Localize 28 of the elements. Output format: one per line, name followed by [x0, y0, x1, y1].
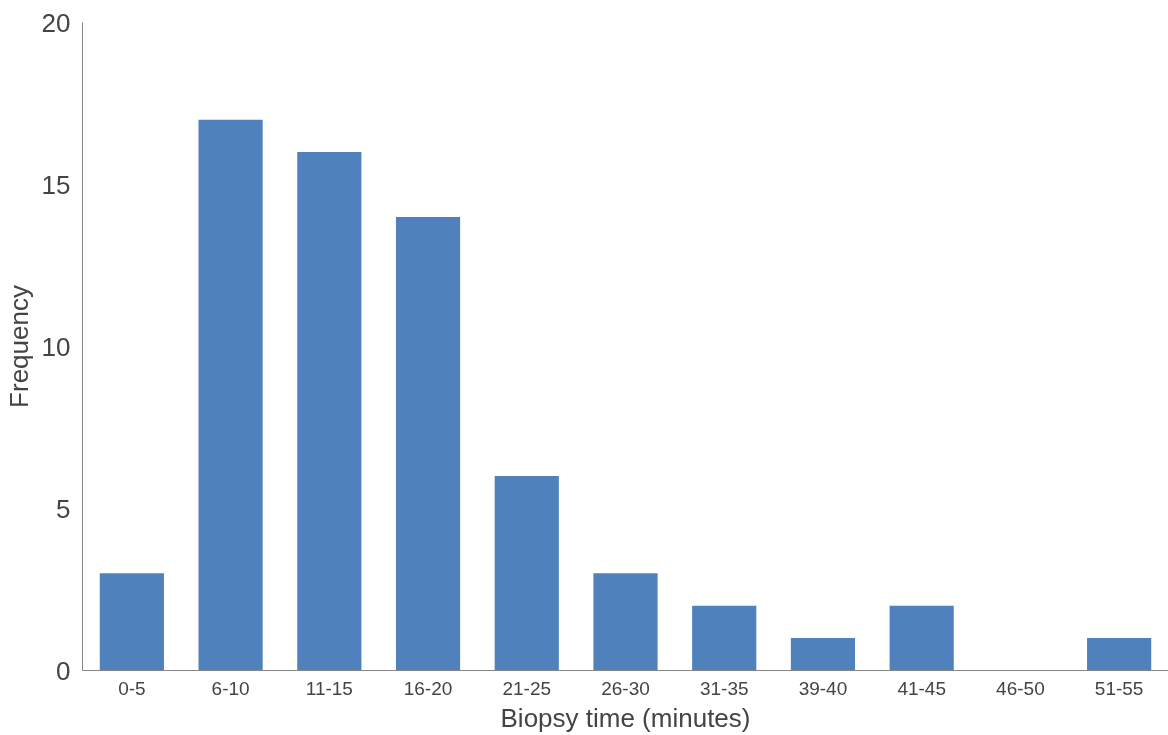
x-tick-label: 6-10: [211, 677, 250, 699]
x-tick-label: 51-55: [1094, 677, 1144, 699]
x-tick-label: 0-5: [118, 677, 146, 699]
y-tick-label: 0: [56, 655, 71, 686]
x-axis-title: Biopsy time (minutes): [500, 702, 751, 733]
bar: [889, 605, 954, 671]
x-tick-label: 31-35: [699, 677, 749, 699]
bar: [593, 573, 658, 671]
x-tick-label: 26-30: [601, 677, 650, 699]
bar: [395, 216, 461, 671]
bar: [1087, 638, 1152, 671]
y-tick-label: 20: [41, 7, 71, 38]
x-tick-label: 16-20: [403, 677, 453, 699]
y-axis-title: Frequency: [3, 285, 34, 408]
x-tick-label: 21-25: [502, 677, 552, 699]
x-tick-label: 41-45: [897, 677, 946, 699]
y-tick-label: 5: [56, 493, 71, 524]
bar: [494, 476, 559, 671]
y-tick-label: 15: [41, 169, 71, 200]
bar: [198, 119, 263, 671]
x-tick-label: 46-50: [996, 677, 1045, 699]
bar: [99, 573, 164, 671]
bar: [790, 638, 856, 671]
bar: [297, 152, 362, 671]
bar: [692, 605, 757, 671]
x-tick-label: 39-40: [798, 677, 848, 699]
y-tick-label: 10: [41, 331, 71, 362]
x-tick-label: 11-15: [305, 677, 353, 699]
